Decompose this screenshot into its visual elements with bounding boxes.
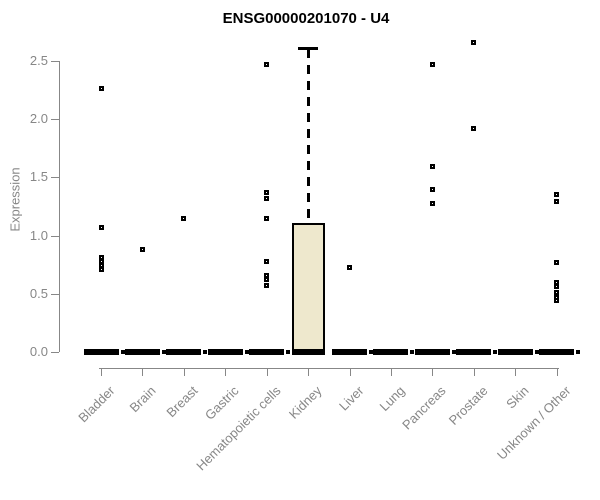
outlier-point xyxy=(471,126,476,131)
outlier-point xyxy=(264,216,269,221)
y-tick xyxy=(51,61,59,62)
zero-box xyxy=(166,349,201,355)
y-tick-label: 1.5 xyxy=(0,169,48,184)
outlier-point xyxy=(430,187,435,192)
zero-box xyxy=(415,349,450,355)
zero-box xyxy=(208,349,243,355)
outlier-point xyxy=(264,277,269,282)
outlier-point xyxy=(554,192,559,197)
outlier-point xyxy=(554,199,559,204)
x-tick xyxy=(515,368,516,376)
x-tick xyxy=(225,368,226,376)
outlier-point xyxy=(430,62,435,67)
outlier-point xyxy=(99,86,104,91)
outlier-point xyxy=(264,196,269,201)
zero-box xyxy=(498,349,533,355)
zero-box xyxy=(456,349,491,355)
outlier-point xyxy=(264,259,269,264)
chart-title: ENSG00000201070 - U4 xyxy=(0,10,600,27)
whisker-stub xyxy=(286,350,290,354)
outlier-point xyxy=(99,267,104,272)
x-tick xyxy=(432,368,433,376)
whisker-stub xyxy=(452,350,456,354)
outlier-point xyxy=(264,283,269,288)
y-tick-label: 0.5 xyxy=(0,286,48,301)
median-line xyxy=(292,349,325,355)
y-tick xyxy=(51,352,59,353)
y-tick-label: 1.0 xyxy=(0,228,48,243)
outlier-point xyxy=(430,164,435,169)
y-axis-line xyxy=(59,61,60,352)
x-tick xyxy=(142,368,143,376)
y-tick xyxy=(51,294,59,295)
x-tick xyxy=(350,368,351,376)
x-axis-line xyxy=(99,368,559,369)
outlier-point xyxy=(181,216,186,221)
whisker-stub xyxy=(162,350,166,354)
outlier-point xyxy=(264,62,269,67)
x-tick xyxy=(308,368,309,376)
x-tick xyxy=(101,368,102,376)
outlier-point xyxy=(264,190,269,195)
zero-box xyxy=(332,349,367,355)
box xyxy=(292,223,325,352)
whisker-cap xyxy=(298,47,318,50)
y-tick-label: 0.0 xyxy=(0,344,48,359)
y-axis-label: Expression xyxy=(8,100,23,300)
outlier-point xyxy=(140,247,145,252)
outlier-point xyxy=(554,260,559,265)
outlier-point xyxy=(554,284,559,289)
outlier-point xyxy=(347,265,352,270)
outlier-point xyxy=(471,40,476,45)
outlier-point xyxy=(99,225,104,230)
whisker-stub xyxy=(203,350,207,354)
zero-box xyxy=(249,349,284,355)
whisker-stub xyxy=(535,350,539,354)
zero-box xyxy=(125,349,160,355)
outlier-point xyxy=(430,201,435,206)
x-tick xyxy=(391,368,392,376)
zero-box xyxy=(84,349,119,355)
y-tick xyxy=(51,119,59,120)
upper-whisker xyxy=(307,49,310,223)
zero-box xyxy=(373,349,408,355)
y-tick xyxy=(51,236,59,237)
x-tick xyxy=(557,368,558,376)
outlier-point xyxy=(554,298,559,303)
x-tick xyxy=(474,368,475,376)
y-tick-label: 2.0 xyxy=(0,111,48,126)
x-tick xyxy=(267,368,268,376)
boxplot-chart: ENSG00000201070 - U4 Expression 0.0 0.5 1.… xyxy=(0,0,600,500)
y-tick xyxy=(51,177,59,178)
whisker-stub xyxy=(369,350,373,354)
whisker-stub xyxy=(410,350,414,354)
whisker-stub xyxy=(245,350,249,354)
x-tick xyxy=(184,368,185,376)
whisker-stub xyxy=(576,350,580,354)
whisker-stub xyxy=(493,350,497,354)
whisker-stub xyxy=(121,350,125,354)
zero-box xyxy=(539,349,574,355)
y-tick-label: 2.5 xyxy=(0,53,48,68)
